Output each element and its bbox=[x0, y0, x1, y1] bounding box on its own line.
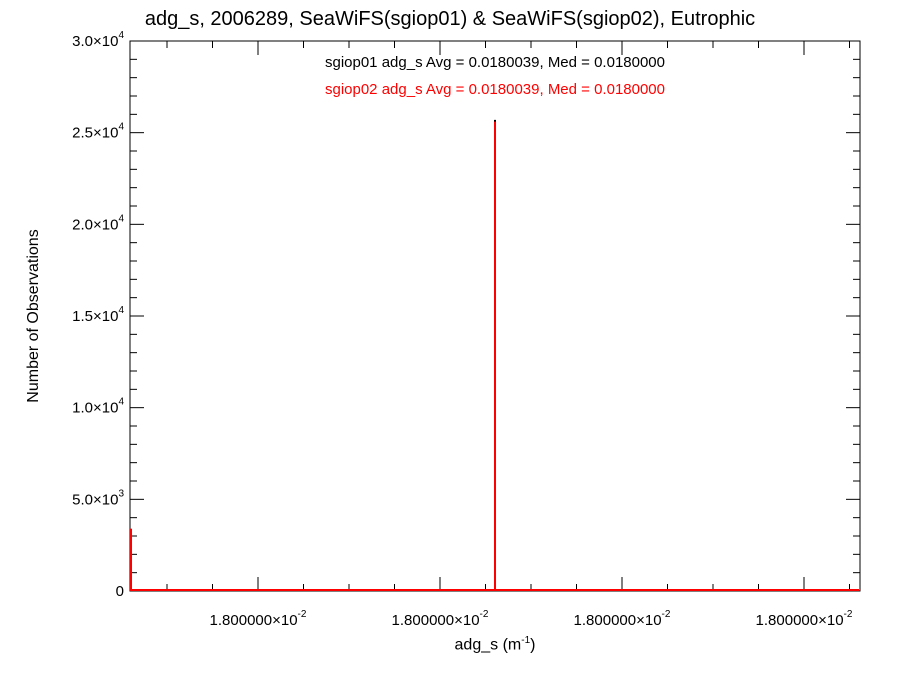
x-tick-label: 1.800000×10-2 bbox=[392, 609, 489, 629]
x-tick-label: 1.800000×10-2 bbox=[210, 609, 307, 629]
x-axis-label-exponent: -1 bbox=[521, 635, 531, 646]
y-tick-label: 1.0×104 bbox=[72, 397, 124, 417]
y-tick-label: 2.0×104 bbox=[72, 213, 124, 233]
x-tick-label: 1.800000×10-2 bbox=[756, 609, 853, 629]
chart-title: adg_s, 2006289, SeaWiFS(sgiop01) & SeaWi… bbox=[144, 8, 756, 30]
sgiop01-stats-annotation: sgiop01 adg_s Avg = 0.0180039, Med = 0.0… bbox=[324, 54, 665, 71]
x-tick-label: 1.800000×10-2 bbox=[574, 609, 671, 629]
sgiop02-stats-annotation: sgiop02 adg_s Avg = 0.0180039, Med = 0.0… bbox=[324, 81, 665, 98]
y-tick-label: 0 bbox=[116, 583, 124, 600]
y-tick-label: 1.5×104 bbox=[72, 305, 124, 325]
y-tick-label: 3.0×104 bbox=[72, 30, 124, 50]
y-tick-label: 2.5×104 bbox=[72, 122, 124, 142]
x-axis-label-base: adg_s (m bbox=[454, 636, 522, 654]
y-tick-label: 5.0×103 bbox=[72, 488, 124, 508]
x-axis-label-tail: ) bbox=[530, 636, 536, 654]
x-axis-label: adg_s (m-1) bbox=[455, 635, 536, 654]
